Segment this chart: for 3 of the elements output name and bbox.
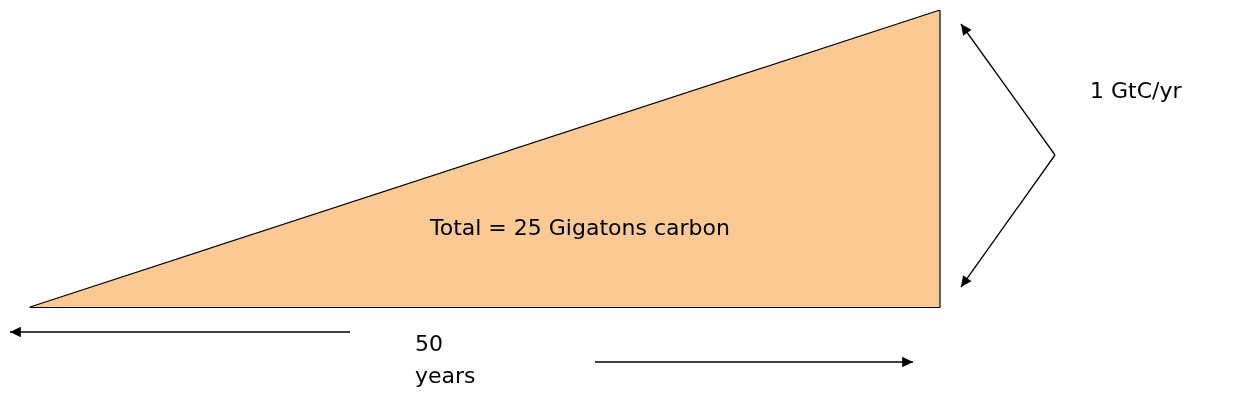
annotation: 1 GtC/yr bbox=[1090, 77, 1183, 105]
annotation: Total = 25 Gigatons carbon bbox=[430, 214, 731, 242]
text: 50 years bbox=[415, 330, 477, 390]
